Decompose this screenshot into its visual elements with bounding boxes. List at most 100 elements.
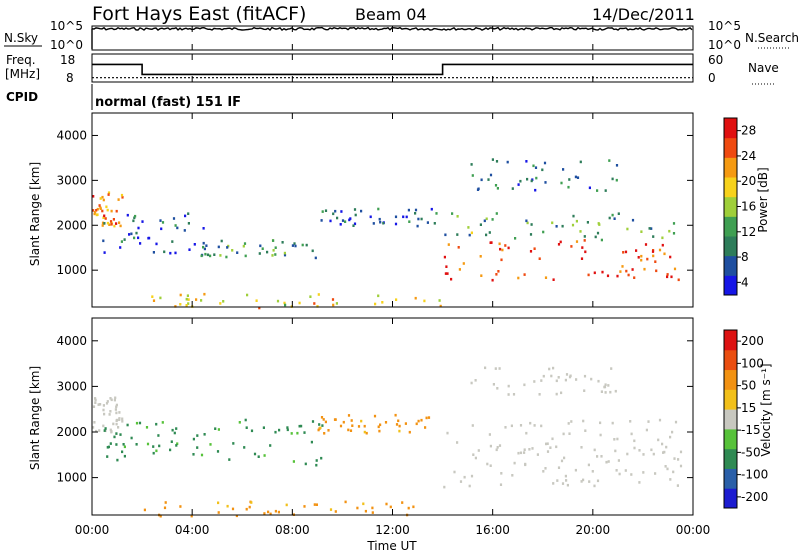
data-cell: [394, 222, 398, 226]
data-cell: [462, 262, 465, 265]
data-cell: [119, 246, 122, 249]
data-cell: [310, 440, 313, 444]
data-cell: [651, 250, 655, 253]
data-cell: [363, 430, 366, 434]
data-cell: [232, 442, 235, 445]
colorbar-segment: [724, 389, 737, 410]
data-cell: [209, 254, 212, 258]
y-tick-label: 2000: [56, 425, 87, 439]
data-cell: [96, 213, 99, 216]
data-cell: [548, 367, 551, 371]
data-cell: [96, 207, 99, 211]
data-cell: [536, 453, 539, 456]
data-cell: [112, 422, 115, 426]
data-cell: [205, 244, 208, 247]
freq-tick-bottom: 8: [66, 71, 74, 85]
data-cell: [496, 187, 499, 190]
data-cell: [414, 212, 417, 215]
data-cell: [213, 253, 216, 256]
data-cell: [498, 444, 502, 447]
data-cell: [552, 278, 555, 281]
data-cell: [485, 233, 488, 237]
data-cell: [304, 462, 307, 466]
data-cell: [565, 373, 569, 376]
data-cell: [430, 207, 433, 211]
data-cell: [663, 450, 666, 454]
data-cell: [479, 223, 482, 226]
data-cell: [115, 422, 118, 426]
data-cell: [529, 250, 533, 253]
data-cell: [445, 265, 448, 268]
data-cell: [540, 424, 543, 428]
data-cell: [637, 256, 640, 259]
data-cell: [672, 470, 675, 474]
data-cell: [583, 239, 586, 242]
data-cell: [171, 428, 174, 432]
data-cell: [630, 432, 633, 436]
data-cell: [106, 221, 109, 225]
data-cell: [171, 240, 174, 243]
data-cell: [679, 450, 683, 454]
data-cell: [135, 231, 138, 235]
data-cell: [580, 480, 583, 483]
data-cell: [640, 230, 643, 233]
data-cell: [106, 208, 109, 212]
data-cell: [118, 221, 121, 224]
data-cell: [446, 272, 449, 275]
data-cell: [633, 446, 636, 450]
data-cell: [587, 273, 590, 277]
data-cell: [95, 429, 98, 433]
data-cell: [606, 274, 610, 278]
data-cell: [451, 212, 454, 215]
data-cell: [363, 424, 366, 428]
power-data: [92, 158, 680, 310]
data-cell: [417, 419, 420, 423]
data-cell: [217, 511, 220, 514]
colorbar-tick-label: 16: [741, 200, 756, 214]
data-cell: [118, 411, 121, 414]
data-cell: [467, 226, 470, 229]
data-cell: [468, 233, 471, 237]
data-cell: [438, 299, 441, 302]
data-cell: [575, 240, 579, 243]
data-cell: [113, 224, 116, 228]
freq-panel: Freq. [MHz] 18 8 60 0 Nave: [5, 53, 779, 85]
data-cell: [615, 178, 618, 182]
data-cell: [416, 224, 419, 228]
data-cell: [614, 389, 617, 393]
data-cell: [408, 220, 411, 223]
velocity-yticks: 4000 3000 2000 1000: [56, 334, 693, 485]
x-tick-label: 04:00: [175, 523, 210, 537]
y-tick-label: 1000: [56, 471, 87, 485]
data-cell: [567, 422, 570, 425]
colorbar-tick-label: 4: [741, 275, 749, 289]
data-cell: [677, 278, 680, 282]
data-cell: [489, 464, 492, 467]
nsky-panel: N.Sky 10^5 10^0 10^5 10^0 N.Search: [4, 19, 799, 52]
data-cell: [202, 241, 205, 245]
data-cell: [269, 444, 272, 447]
data-cell: [92, 195, 95, 198]
data-cell: [533, 380, 536, 383]
data-cell: [103, 251, 106, 254]
data-cell: [676, 484, 679, 487]
data-cell: [661, 442, 664, 446]
data-cell: [498, 242, 501, 246]
data-cell: [590, 377, 593, 381]
data-cell: [604, 383, 607, 386]
data-cell: [350, 419, 353, 422]
velocity-colorbar-label: Velocity [m s⁻¹]: [759, 363, 773, 456]
data-cell: [271, 254, 274, 257]
data-cell: [374, 302, 377, 306]
data-cell: [132, 219, 135, 223]
data-cell: [555, 225, 558, 228]
data-cell: [549, 446, 552, 449]
data-cell: [543, 161, 547, 165]
data-cell: [557, 466, 561, 469]
data-cell: [552, 482, 555, 485]
data-cell: [179, 505, 182, 508]
data-cell: [501, 248, 504, 252]
data-cell: [92, 405, 96, 408]
data-cell: [642, 471, 645, 474]
data-cell: [640, 258, 643, 262]
